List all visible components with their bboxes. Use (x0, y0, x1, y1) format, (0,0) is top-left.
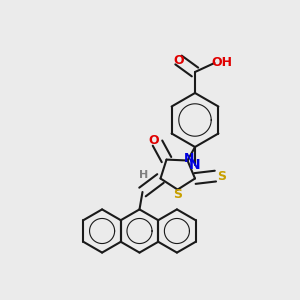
Text: OH: OH (212, 56, 233, 70)
Text: S: S (173, 188, 182, 201)
Text: O: O (148, 134, 159, 147)
Text: H: H (140, 170, 148, 181)
Text: N: N (189, 158, 201, 172)
Text: N: N (184, 152, 194, 166)
Text: S: S (217, 169, 226, 183)
Text: O: O (173, 53, 184, 67)
